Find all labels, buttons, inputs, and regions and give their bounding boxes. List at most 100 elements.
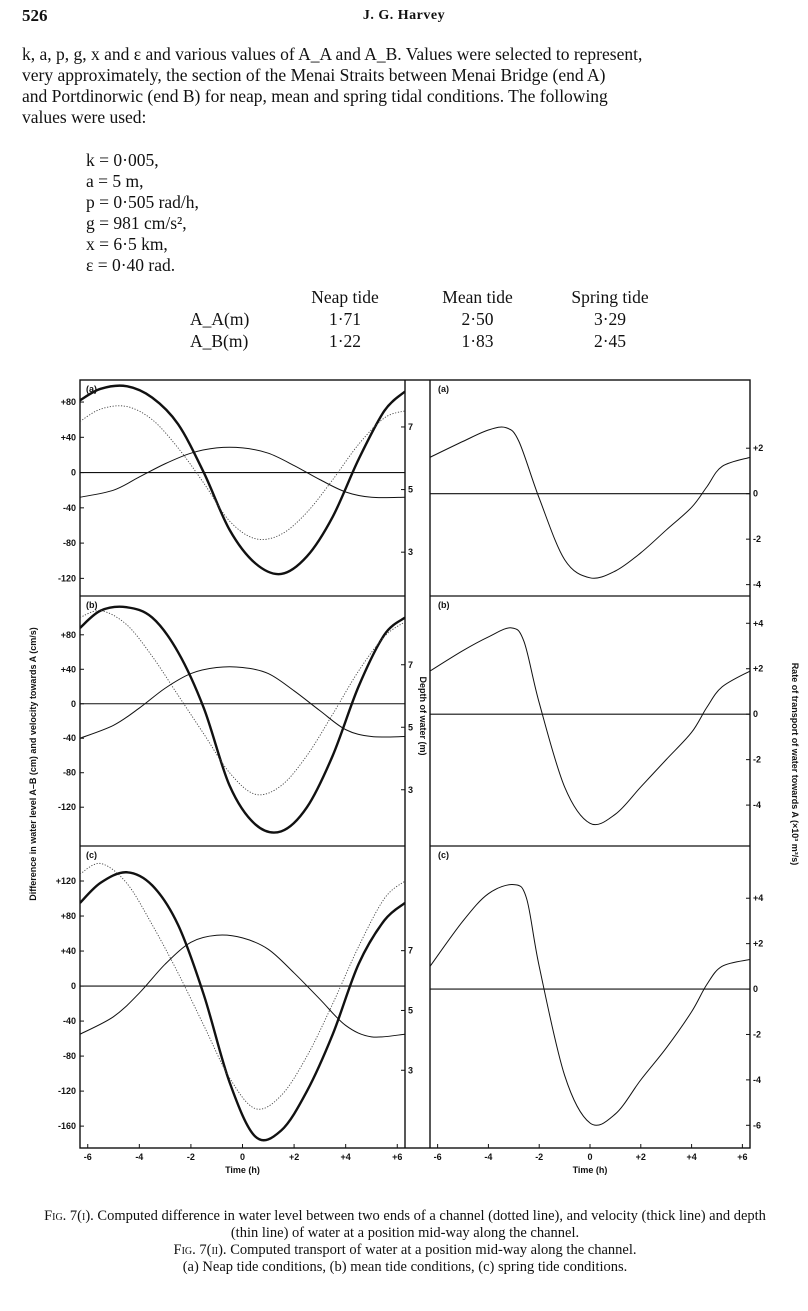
intro-line: very approximately, the section of the M… [22,65,606,85]
caption-conditions: (a) Neap tide conditions, (b) mean tide … [182,1259,628,1275]
column-header-spring: Spring tide [571,286,649,307]
depth-tick-label: 7 [408,422,413,432]
x-tick-label-left: +6 [392,1152,402,1162]
right-tick-label: +4 [753,893,763,903]
table-cell: 1·83 [461,330,494,351]
x-tick-label-right: +4 [686,1152,696,1162]
transport-curve [430,884,750,1126]
depth-curve [80,934,405,1038]
figure-caption: Fig. 7(i). Computed difference in water … [40,1208,770,1276]
caption-fig-i-label: Fig. 7(i). [44,1208,94,1224]
x-axis-label-right: Time (h) [573,1165,608,1175]
running-head: J. G. Harvey [362,8,446,23]
left-tick-label: -80 [63,768,76,778]
parameter-x: x = 6·5 km, [86,234,168,254]
depth-curve [80,666,405,739]
panel-label-c-right: (c) [438,850,449,860]
y-axis-label-left: Difference in water level A–B (cm) and v… [28,627,38,901]
table-cell: 3·29 [593,308,627,329]
x-tick-label-right: -4 [484,1152,492,1162]
left-tick-label: +40 [61,432,76,442]
left-tick-label: -120 [58,1086,76,1096]
depth-tick-label: 3 [408,547,413,557]
figure-frame [79,379,751,1149]
parameter-k: k = 0·005, [86,150,159,170]
velocity-curve [80,605,405,834]
right-tick-label: -4 [753,800,761,810]
depth-tick-label: 7 [408,660,413,670]
left-tick-label: +80 [61,911,76,921]
table-cell: 1·22 [328,330,362,351]
column-header-neap: Neap tide [311,286,379,307]
right-tick-label: -4 [753,580,761,590]
intro-line: values were used: [22,107,147,127]
parameter-p: p = 0·505 rad/h, [86,192,199,212]
depth-tick-label: 3 [408,785,413,795]
x-tick-label-right: -6 [434,1152,442,1162]
left-tick-label: +40 [61,946,76,956]
left-curves [80,605,405,834]
intro-paragraph: k, a, p, g, x and ε and various values o… [22,44,782,128]
left-tick-label: -40 [63,1016,76,1026]
caption-fig-ii-label: Fig. 7(ii). [173,1242,227,1258]
table-header-row: Neap tide Mean tide Spring tide [190,286,675,308]
left-tick-label: 0 [71,981,76,991]
table-row: A_A(m) 1·71 2·50 3·29 [190,308,675,330]
level-difference-curve [80,863,405,1110]
parameter-a: a = 5 m, [86,171,144,191]
page-number: 526 [22,6,48,25]
table-corner [190,286,280,308]
left-tick-label: +80 [61,397,76,407]
x-tick-label-right: +6 [737,1152,747,1162]
x-axis-label-left: Time (h) [225,1165,260,1175]
left-curves [80,384,405,576]
table-row: A_B(m) 1·22 1·83 2·45 [190,330,675,352]
panel-label-b-left: (b) [86,600,98,610]
panel-label-a-right: (a) [438,384,449,394]
x-tick-label-left: -2 [187,1152,195,1162]
right-curves [430,426,750,579]
left-tick-label: +80 [61,630,76,640]
right-tick-label: +2 [753,939,763,949]
right-tick-label: +2 [753,664,763,674]
left-tick-label: 0 [71,699,76,709]
depth-tick-label: 5 [408,1005,413,1015]
column-header-mean: Mean tide [442,286,513,307]
tide-amplitude-table: Neap tide Mean tide Spring tide A_A(m) 1… [190,286,675,352]
right-tick-label: -2 [753,534,761,544]
x-tick-label-left: -4 [135,1152,143,1162]
left-tick-label: -80 [63,1051,76,1061]
right-tick-label: +2 [753,443,763,453]
depth-tick-label: 7 [408,946,413,956]
intro-line: k, a, p, g, x and ε and various values o… [22,44,643,64]
left-curves [80,863,405,1142]
depth-tick-label: 3 [408,1065,413,1075]
panel-label-a-left: (a) [86,384,97,394]
right-tick-label: 0 [753,709,758,719]
caption-fig-ii: Fig. 7(ii). Computed transport of water … [40,1242,770,1259]
left-tick-label: -40 [63,503,76,513]
level-difference-curve [80,610,405,796]
transport-curve [430,627,750,826]
transport-curve [430,426,750,579]
intro-line: and Portdinorwic (end B) for neap, mean … [22,86,608,106]
y-axis-label-depth: Depth of water (m) [418,676,428,755]
left-tick-label: +40 [61,664,76,674]
right-tick-label: -6 [753,1120,761,1130]
right-tick-label: -2 [753,1029,761,1039]
row-label: A_B(m) [190,330,249,351]
x-tick-label-right: -2 [535,1152,543,1162]
caption-fig-i-text: Computed difference in water level betwe… [97,1208,766,1241]
table-cell: 2·50 [461,308,494,329]
table-cell: 2·45 [593,330,627,351]
panel-label-c-left: (c) [86,850,97,860]
left-tick-label: -80 [63,538,76,548]
left-tick-label: +120 [56,876,76,886]
velocity-curve [80,384,405,576]
parameter-list: k = 0·005, a = 5 m, p = 0·505 rad/h, g =… [86,150,199,276]
x-tick-label-left: -6 [84,1152,92,1162]
left-tick-label: -40 [63,733,76,743]
parameter-g: g = 981 cm/s², [86,213,187,233]
left-tick-label: -120 [58,573,76,583]
